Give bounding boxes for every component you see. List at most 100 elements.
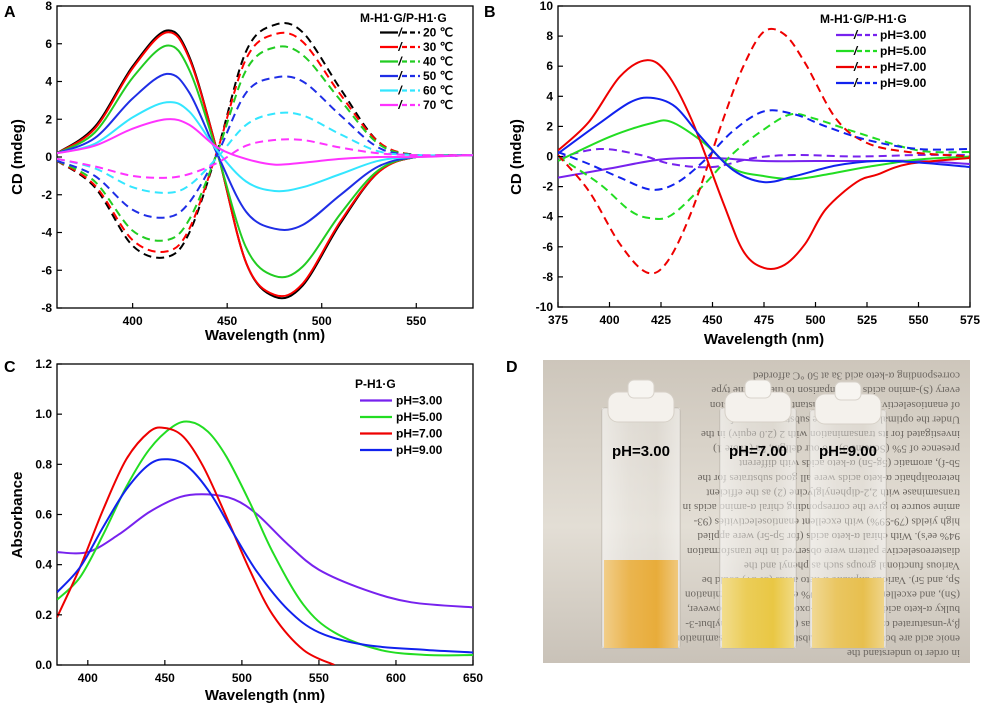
chart-a-line-solid-50 xyxy=(57,72,473,231)
chart-b-ytick-8: 8 xyxy=(546,29,553,43)
chart-b-xtick-575: 575 xyxy=(960,313,980,327)
chart-b-ytick-6: 6 xyxy=(546,59,553,73)
chart-a-line-solid-40 xyxy=(57,44,473,279)
chart-c-ytick-0-2: 0.2 xyxy=(35,608,52,622)
chart-c-xtick-400: 400 xyxy=(78,671,98,685)
chart-a-xtick-400: 400 xyxy=(123,314,143,328)
chart-c-ytick-0-6: 0.6 xyxy=(35,508,52,522)
chart-c-xtick-600: 600 xyxy=(386,671,406,685)
chart-a-legend-slash: / xyxy=(397,55,403,69)
chart-b-xlabel: Wavelength (nm) xyxy=(704,331,824,348)
chart-a-line-dashed-20 xyxy=(57,22,473,259)
chart-a-legend-label-60: 60 ℃ xyxy=(423,84,453,98)
chart-a-xtick-500: 500 xyxy=(312,314,332,328)
vial-label-ph9: pH=9.00 xyxy=(819,443,877,460)
chart-a-legend-slash: / xyxy=(397,26,403,40)
chart-b-ph-cd: 375 400 425 450 475 500 525 550 575 -10 -8 -6 -4 -2 0 2… xyxy=(508,0,980,348)
chart-c-ytick-0-4: 0.4 xyxy=(35,558,52,572)
chart-c-xlabel: Wavelength (nm) xyxy=(205,687,325,704)
chart-c-line-ph-3-00 xyxy=(57,493,473,609)
chart-a-legend-label-40: 40 ℃ xyxy=(423,55,453,69)
chart-b-legend-label-ph-3-00: pH=3.00 xyxy=(880,28,927,42)
chart-b-legend-slash: / xyxy=(853,44,859,58)
chart-c-xtick-450: 450 xyxy=(155,671,175,685)
chart-a-line-dashed-70 xyxy=(57,138,473,179)
chart-a-legend-label-50: 50 ℃ xyxy=(423,69,453,83)
chart-b-xtick-500: 500 xyxy=(805,313,825,327)
chart-c-xtick-500: 500 xyxy=(232,671,252,685)
vial-label-ph7: pH=7.00 xyxy=(729,443,787,460)
chart-b-ylabel: CD (mdeg) xyxy=(508,119,525,195)
chart-a-line-solid-60 xyxy=(57,101,473,193)
chart-b-legend-label-ph-7-00: pH=7.00 xyxy=(880,60,927,74)
panel-label-b: B xyxy=(484,4,496,21)
chart-b-xtick-550: 550 xyxy=(908,313,928,327)
chart-c-ytick-0: 0.0 xyxy=(35,658,52,672)
chart-b-line-dashed-ph-7-00 xyxy=(558,27,970,275)
chart-b-ytick-10: 10 xyxy=(540,0,554,13)
chart-b-line-solid-ph-7-00 xyxy=(558,59,970,270)
chart-c-ylabel: Absorbance xyxy=(9,472,26,559)
chart-c-ytick-1: 1.0 xyxy=(35,407,52,421)
chart-b-legend-title: M-H1·G/P-H1·G xyxy=(820,12,907,26)
vial-ph7 xyxy=(719,379,797,649)
chart-a-ytick-4: 4 xyxy=(45,75,52,89)
chart-a-ytick-2: 2 xyxy=(45,112,52,126)
chart-a-ytick-8: -8 xyxy=(41,301,52,315)
chart-b-line-solid-ph-5-00 xyxy=(558,119,970,181)
chart-b-legend-slash: / xyxy=(853,60,859,74)
panel-label-c: C xyxy=(4,359,16,376)
chart-a-temperature-cd: 400 450 500 550 -8 -6 -4 -2 0 2 4 6 8 Wavelength (nm… xyxy=(9,0,474,344)
chart-a-ytick-4: -4 xyxy=(41,226,52,240)
chart-a-ytick-6: -6 xyxy=(41,263,52,277)
chart-b-xtick-375: 375 xyxy=(548,313,568,327)
chart-c-xtick-550: 550 xyxy=(309,671,329,685)
chart-b-legend-slash: / xyxy=(853,28,859,42)
page-text-line: corresponding α-keto acid 3a at 50 °C af… xyxy=(753,370,960,382)
chart-a-ytick-0: 0 xyxy=(45,150,52,164)
chart-b-legend-label-ph-5-00: pH=5.00 xyxy=(880,44,927,58)
chart-c-line-ph-9-00 xyxy=(57,458,473,654)
chart-c-absorbance: 400 450 500 550 600 6500.00.20.40.60.81.01.2 … xyxy=(9,357,483,704)
panel-label-a: A xyxy=(4,4,16,21)
chart-a-ytick-2: -2 xyxy=(41,188,52,202)
chart-b-legend-slash: / xyxy=(853,76,859,90)
chart-a-legend-slash: / xyxy=(397,84,403,98)
chart-a-xtick-450: 450 xyxy=(217,314,237,328)
chart-a-line-dashed-40 xyxy=(57,45,473,242)
chart-b-xtick-525: 525 xyxy=(857,313,877,327)
chart-a-legend-title: M-H1·G/P-H1·G xyxy=(360,11,447,25)
chart-a-ytick-6: 6 xyxy=(45,37,52,51)
page-text-line: in order to understand the xyxy=(847,647,960,659)
chart-a-legend-slash: / xyxy=(397,40,403,54)
chart-a-line-dashed-50 xyxy=(57,75,473,219)
chart-c-line-ph-7-00 xyxy=(57,426,335,665)
chart-a-line-solid-30 xyxy=(57,31,473,298)
chart-b-ytick-10: -10 xyxy=(536,300,554,314)
chart-c-legend-label-ph-3-00: pH=3.00 xyxy=(396,394,443,408)
chart-b-line-solid-ph-9-00 xyxy=(558,96,970,184)
chart-a-xtick-550: 550 xyxy=(406,314,426,328)
chart-a-legend-slash: / xyxy=(397,98,403,112)
vial-label-ph3: pH=3.00 xyxy=(612,443,670,460)
chart-c-ytick-1-2: 1.2 xyxy=(35,357,52,371)
chart-a-legend-label-20: 20 ℃ xyxy=(423,26,453,40)
chart-a-line-dashed-30 xyxy=(57,31,473,253)
chart-b-line-dashed-ph-9-00 xyxy=(558,109,970,191)
chart-a-line-solid-70 xyxy=(57,118,473,166)
chart-b-xtick-450: 450 xyxy=(702,313,722,327)
chart-b-xtick-425: 425 xyxy=(651,313,671,327)
chart-a-ylabel: CD (mdeg) xyxy=(9,119,26,195)
chart-b-ytick-0: 0 xyxy=(546,150,553,164)
chart-b-ytick-2: 2 xyxy=(546,119,553,133)
chart-a-ytick-8: 8 xyxy=(45,0,52,13)
chart-b-ytick-6: -6 xyxy=(542,240,553,254)
chart-a-legend-slash: / xyxy=(397,69,403,83)
chart-c-legend-label-ph-7-00: pH=7.00 xyxy=(396,427,443,441)
chart-b-ytick-4: -4 xyxy=(542,210,553,224)
panel-label-d: D xyxy=(506,359,518,376)
vial-ph3 xyxy=(601,379,681,649)
chart-b-ytick-8: -8 xyxy=(542,270,553,284)
